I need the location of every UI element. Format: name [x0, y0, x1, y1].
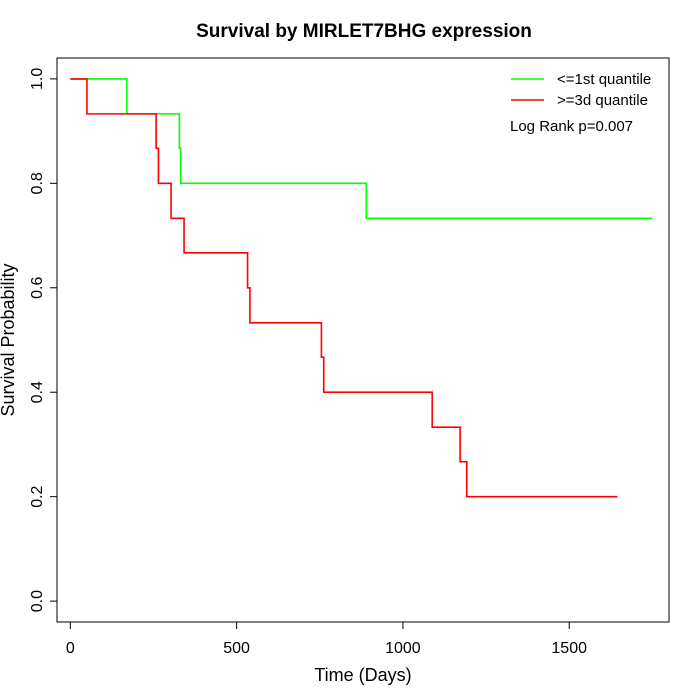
x-tick-label: 500: [223, 640, 250, 657]
legend: <=1st quantile >=3d quantile: [511, 71, 651, 109]
y-tick-label: 0.6: [29, 277, 46, 299]
legend-label: <=1st quantile: [557, 71, 651, 88]
survival-curve-high-quantile: [70, 78, 618, 498]
y-tick-label: 0.2: [29, 485, 46, 507]
plot-frame: [56, 57, 670, 623]
x-tick-label: 0: [66, 640, 75, 657]
x-tick-label: 1000: [385, 640, 421, 657]
legend-label: >=3d quantile: [557, 92, 648, 109]
x-tick-label: 1500: [551, 640, 587, 657]
series-layer: [70, 78, 653, 498]
y-tick-label: 0.0: [29, 590, 46, 612]
y-axis: 0.0 0.2 0.4 0.6 0.8 1.0: [29, 68, 58, 612]
x-axis-label: Time (Days): [314, 665, 411, 685]
y-tick-label: 0.8: [29, 172, 46, 194]
chart-title: Survival by MIRLET7BHG expression: [196, 21, 532, 42]
x-axis: 0 500 1000 1500: [66, 621, 587, 657]
y-tick-label: 1.0: [29, 68, 46, 90]
survival-curve-low-quantile: [70, 78, 653, 220]
log-rank-annotation: Log Rank p=0.007: [510, 118, 633, 135]
y-tick-label: 0.4: [29, 381, 46, 403]
y-axis-label: Survival Probability: [0, 263, 18, 416]
